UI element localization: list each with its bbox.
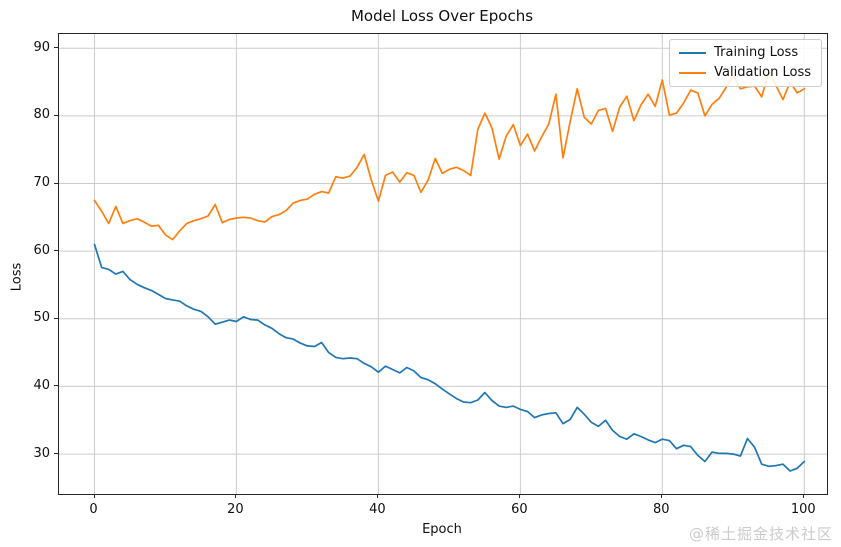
x-tick-label: 80	[653, 502, 670, 517]
training-loss-line-icon	[679, 51, 707, 54]
legend-item-training: Training Loss	[679, 45, 811, 60]
plot-area	[58, 33, 828, 495]
y-tick-mark	[54, 385, 58, 387]
legend: Training Loss Validation Loss	[669, 39, 822, 87]
legend-label-validation: Validation Loss	[714, 65, 811, 80]
y-tick-mark	[54, 47, 58, 49]
y-tick-label: 40	[33, 377, 50, 393]
training-loss-line	[93, 243, 806, 472]
watermark: @稀土掘金技术社区	[688, 525, 833, 543]
legend-item-validation: Validation Loss	[679, 65, 811, 80]
y-tick-label: 60	[33, 242, 50, 258]
x-tick-mark	[519, 494, 521, 498]
y-tick-label: 50	[33, 310, 50, 326]
validation-loss-line	[93, 71, 806, 241]
x-tick-label: 20	[227, 502, 244, 517]
x-axis-label: Epoch	[422, 522, 462, 537]
x-tick-mark	[803, 494, 805, 498]
y-tick-mark	[54, 182, 58, 184]
x-tick-mark	[377, 494, 379, 498]
y-tick-label: 70	[33, 175, 50, 190]
y-tick-mark	[54, 114, 58, 116]
y-tick-label: 80	[33, 107, 50, 123]
validation-loss-line-icon	[679, 71, 707, 74]
chart-title: Model Loss Over Epochs	[350, 7, 534, 25]
y-tick-mark	[54, 453, 58, 455]
y-axis-label: Loss	[9, 262, 25, 292]
y-tick-mark	[54, 250, 58, 252]
legend-label-training: Training Loss	[714, 45, 799, 60]
y-tick-label: 30	[33, 445, 50, 461]
x-tick-mark	[661, 494, 663, 498]
plot-canvas	[59, 34, 827, 494]
x-tick-label: 40	[369, 502, 386, 517]
x-tick-label: 60	[511, 502, 528, 517]
y-tick-label: 90	[33, 39, 50, 55]
x-tick-mark	[93, 494, 95, 498]
x-tick-label: 100	[790, 502, 816, 517]
y-tick-mark	[54, 317, 58, 319]
x-tick-mark	[235, 494, 237, 498]
x-tick-label: 0	[89, 502, 98, 517]
